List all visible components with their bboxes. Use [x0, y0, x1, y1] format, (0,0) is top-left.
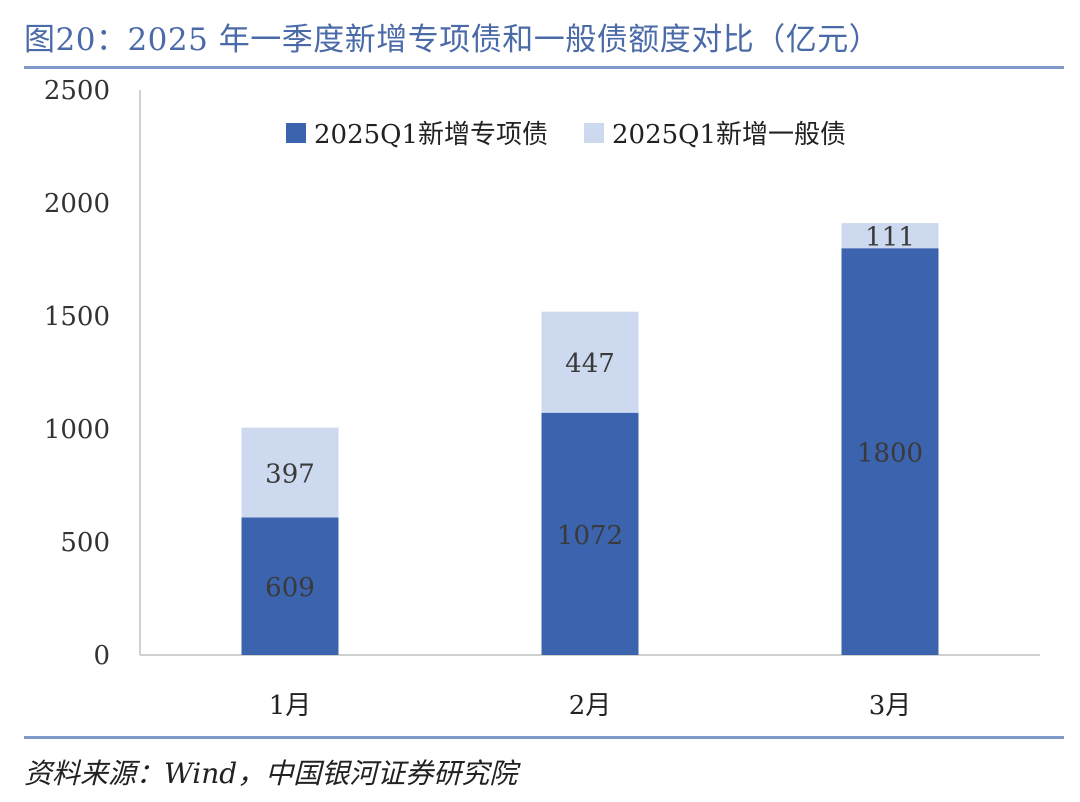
data-label: 1072 — [557, 521, 623, 551]
title-divider — [24, 66, 1064, 69]
bar-general-bond — [841, 223, 939, 249]
source-note: 资料来源：Wind，中国银河证券研究院 — [24, 757, 518, 790]
x-category-label: 3月 — [869, 691, 912, 721]
y-tick-label: 500 — [60, 528, 110, 558]
x-category-label: 2月 — [569, 691, 612, 721]
bar-special-bond — [241, 517, 339, 655]
bar-special-bond — [541, 412, 639, 655]
bar-general-bond — [541, 311, 639, 413]
legend-label: 2025Q1新增一般债 — [612, 120, 846, 150]
y-tick-label: 2000 — [44, 189, 110, 219]
y-tick-label: 1500 — [44, 302, 110, 332]
data-label: 1800 — [857, 439, 923, 469]
y-tick-label: 2500 — [44, 76, 110, 106]
source-divider — [24, 736, 1064, 739]
x-category-label: 1月 — [269, 691, 312, 721]
data-label: 397 — [265, 460, 315, 490]
legend-label: 2025Q1新增专项债 — [314, 120, 548, 150]
y-tick-label: 0 — [93, 641, 110, 671]
legend-swatch — [584, 123, 604, 143]
chart-title: 图20：2025 年一季度新增专项债和一般债额度对比（亿元） — [24, 22, 881, 58]
bar-general-bond — [241, 427, 339, 518]
data-label: 447 — [565, 349, 615, 379]
data-label: 111 — [865, 223, 915, 253]
data-label: 609 — [265, 573, 315, 603]
legend-swatch — [286, 123, 306, 143]
y-tick-label: 1000 — [44, 415, 110, 445]
stacked-bar-chart: 0 500 1000 1500 2000 2500 609 397 1月 1072 447 2月 180… — [44, 76, 1040, 721]
bar-special-bond — [841, 248, 939, 655]
